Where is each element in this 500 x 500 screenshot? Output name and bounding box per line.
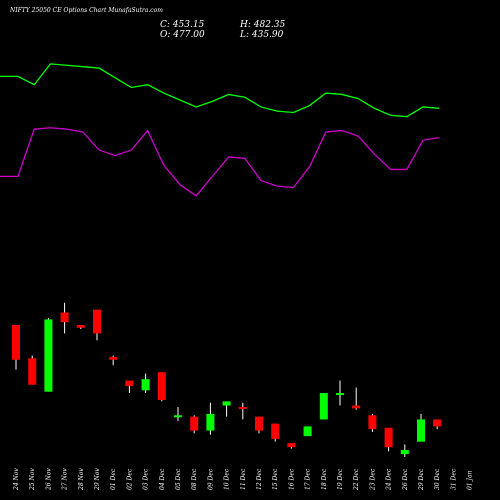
candle — [400, 444, 409, 457]
x-tick-label: 31 Dec — [450, 468, 457, 490]
candle — [44, 318, 53, 392]
candle — [76, 325, 85, 330]
candle — [368, 413, 377, 432]
x-tick-label: 28 Nov — [78, 468, 85, 491]
low-value: L: 435.90 — [239, 30, 284, 40]
open-value: O: 477.00 — [160, 30, 205, 40]
candle-body — [433, 419, 442, 427]
x-tick-label: 01 Dec — [110, 468, 117, 490]
candle-body — [400, 450, 409, 455]
candle-body — [76, 325, 85, 328]
candle-body — [141, 379, 150, 391]
x-tick-label: 10 Dec — [224, 468, 231, 490]
candle — [417, 413, 425, 442]
x-tick-label: 11 Dec — [240, 468, 247, 490]
candle — [271, 423, 280, 442]
candle-body — [157, 372, 166, 400]
x-axis-labels: 24 Nov 25 Nov 26 Nov 27 Nov 28 Nov 29 Nov 01 D… — [13, 468, 474, 491]
x-tick-label: 24 Dec — [386, 468, 393, 491]
candle — [60, 302, 69, 334]
candle — [287, 443, 296, 449]
candle-body — [384, 427, 393, 448]
candle — [12, 325, 20, 370]
x-tick-label: 30 Dec — [434, 468, 441, 490]
candle-body — [417, 419, 425, 442]
chart-title: NIFTY 25050 CE Options Chart MunafaSutra… — [9, 7, 163, 14]
candle-body — [255, 416, 263, 431]
candle-body — [319, 393, 328, 420]
candle — [206, 402, 215, 435]
lower-line-series — [0, 127, 440, 197]
candle-body — [44, 319, 53, 392]
candle-body — [60, 312, 69, 323]
candle-body — [109, 356, 118, 360]
candle-body — [336, 393, 344, 396]
x-tick-label: 15 Dec — [272, 468, 279, 490]
x-tick-label: 18 Dec — [321, 468, 328, 490]
x-tick-label: 27 Nov — [62, 468, 69, 491]
close-value: C: 453.15 — [160, 20, 205, 30]
candle-body — [125, 380, 134, 387]
candle-body — [271, 423, 280, 439]
candle-body — [287, 443, 296, 448]
x-tick-label: 25 Nov — [29, 468, 36, 491]
candle — [238, 402, 247, 420]
x-tick-label: 22 Dec — [353, 468, 360, 491]
candle — [174, 406, 182, 421]
candle — [352, 387, 361, 410]
upper-line-series — [0, 63, 440, 118]
candle — [222, 401, 231, 417]
candle — [28, 355, 37, 385]
candles-group — [12, 302, 442, 457]
x-tick-label: 29 Dec — [418, 468, 425, 491]
candle — [157, 372, 166, 402]
x-tick-label: 12 Dec — [256, 468, 263, 490]
candle-body — [206, 413, 215, 431]
x-tick-label: 08 Dec — [191, 468, 198, 490]
high-value: H: 482.35 — [239, 20, 286, 30]
candle-body — [28, 358, 37, 385]
candle — [93, 309, 101, 341]
candle-body — [368, 415, 377, 430]
candle — [384, 427, 393, 452]
candle-body — [190, 416, 199, 431]
candle-body — [238, 406, 247, 409]
x-tick-label: 19 Dec — [337, 468, 344, 490]
x-tick-label: 26 Nov — [45, 468, 52, 491]
x-tick-label: 01 Jan — [467, 470, 474, 490]
x-tick-label: 17 Dec — [305, 468, 312, 490]
candle-body — [174, 415, 182, 418]
candle — [319, 393, 328, 420]
x-tick-label: 02 Dec — [126, 468, 133, 490]
candle — [433, 419, 442, 430]
candle — [190, 415, 199, 434]
candle — [125, 380, 134, 394]
candle — [109, 355, 118, 366]
x-tick-label: 16 Dec — [288, 468, 295, 490]
x-tick-label: 04 Dec — [159, 468, 166, 490]
candle-body — [303, 426, 312, 437]
candle — [255, 416, 263, 434]
x-tick-label: 03 Dec — [143, 468, 150, 490]
candle — [336, 380, 344, 406]
x-tick-label: 26 Dec — [402, 468, 409, 491]
x-tick-label: 24 Nov — [13, 468, 20, 491]
candle — [303, 426, 312, 437]
x-tick-label: 09 Dec — [207, 468, 214, 490]
candle-body — [352, 405, 361, 409]
candle-body — [12, 325, 20, 360]
candle — [141, 373, 150, 394]
candle-body — [93, 309, 101, 334]
candle-body — [222, 401, 231, 406]
x-tick-label: 29 Nov — [94, 468, 101, 491]
x-tick-label: 05 Dec — [175, 468, 182, 490]
x-tick-label: 23 Dec — [369, 468, 376, 491]
